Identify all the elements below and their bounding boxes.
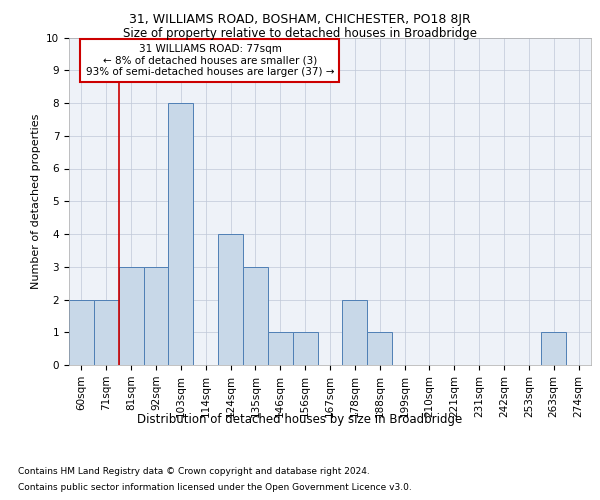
- Text: Contains public sector information licensed under the Open Government Licence v3: Contains public sector information licen…: [18, 482, 412, 492]
- Bar: [119, 267, 143, 365]
- Bar: [541, 332, 566, 365]
- Bar: [218, 234, 243, 365]
- Bar: [268, 332, 293, 365]
- Bar: [367, 332, 392, 365]
- Text: 31 WILLIAMS ROAD: 77sqm
← 8% of detached houses are smaller (3)
93% of semi-deta: 31 WILLIAMS ROAD: 77sqm ← 8% of detached…: [86, 44, 334, 77]
- Text: Size of property relative to detached houses in Broadbridge: Size of property relative to detached ho…: [123, 28, 477, 40]
- Y-axis label: Number of detached properties: Number of detached properties: [31, 114, 41, 289]
- Text: Distribution of detached houses by size in Broadbridge: Distribution of detached houses by size …: [137, 412, 463, 426]
- Bar: [343, 300, 367, 365]
- Bar: [169, 103, 193, 365]
- Bar: [243, 267, 268, 365]
- Bar: [69, 300, 94, 365]
- Bar: [293, 332, 317, 365]
- Bar: [143, 267, 169, 365]
- Text: 31, WILLIAMS ROAD, BOSHAM, CHICHESTER, PO18 8JR: 31, WILLIAMS ROAD, BOSHAM, CHICHESTER, P…: [129, 12, 471, 26]
- Bar: [94, 300, 119, 365]
- Text: Contains HM Land Registry data © Crown copyright and database right 2024.: Contains HM Land Registry data © Crown c…: [18, 468, 370, 476]
